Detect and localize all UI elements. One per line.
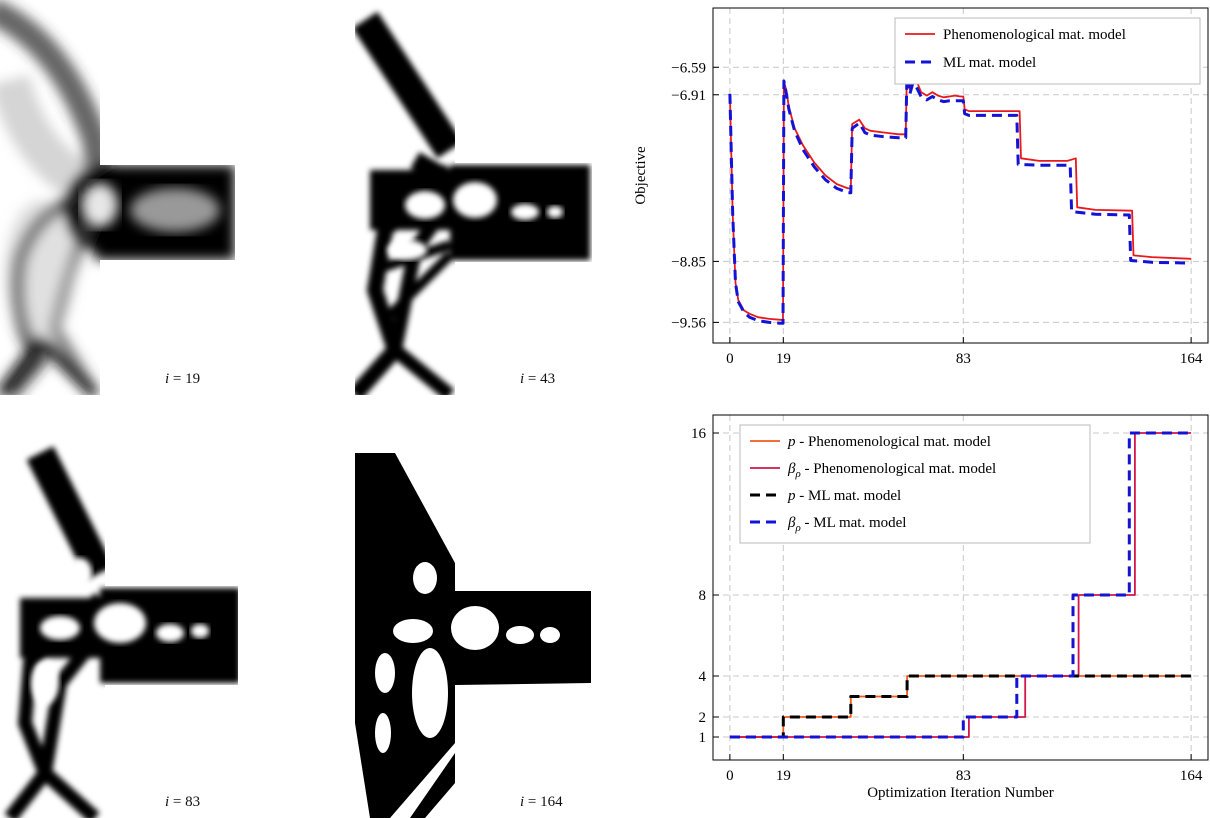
series-line-0 [729,675,1192,738]
y-tick-label-3: −9.56 [671,315,706,331]
y-tick-label-4: 16 [691,426,707,442]
topology-image-1 [0,0,240,395]
y-tick-label-2: 4 [699,669,707,685]
charts-area: 0 19 83 164−6.59−6.91−8.85−9.56ObjectivePhe… [633,7,1209,801]
series-line-1 [729,432,1192,738]
topology-panel-4: i = 164 [355,423,595,818]
x-tick-label-0: 0 [726,351,734,367]
topology-panel-2: i = 43 [355,0,595,395]
panel-label-2: i = 43 [520,371,556,387]
topology-snapshots: i = 19 i = 43 [0,0,600,818]
legend-entry-0: p - Phenomenological mat. model [787,434,991,450]
legend-entry-1: βρ - Phenomenological mat. model [787,461,996,480]
series-line-1 [728,66,1192,325]
x-tick-label-2: 83 [956,351,971,367]
y-axis-label: Objective [633,146,649,205]
topology-panel-3: i = 83 [0,423,240,818]
panel-label-4: i = 164 [520,794,563,810]
y-tick-label-1: −6.91 [671,88,706,104]
x-tick-label-3: 164 [1180,768,1203,784]
legend-entry-2: p - ML mat. model [787,488,901,504]
series-line-2 [729,674,1192,739]
series-line-3 [729,431,1192,739]
y-tick-label-0: −6.59 [671,60,706,76]
x-tick-label-0: 0 [726,768,734,784]
legend-box [739,424,1091,544]
y-tick-label-1: 2 [699,710,707,726]
plot-frame [712,414,1209,761]
y-tick-label-3: 8 [699,588,707,604]
x-axis-label: Optimization Iteration Number [867,785,1054,801]
x-tick-label-1: 19 [776,768,791,784]
legend-box [894,17,1201,85]
x-tick-label-1: 19 [776,351,791,367]
panel-label-3: i = 83 [165,794,201,810]
panel-label-1: i = 19 [165,371,201,387]
topology-image-4 [355,453,591,818]
parameters-chart: 0 19 83 164 1 2 4 8 16 Optimization Iteration Num… [691,414,1209,801]
x-tick-label-3: 164 [1180,351,1203,367]
legend-entry-3: βρ - ML mat. model [787,515,906,534]
plot-frame [712,7,1209,344]
objective-chart: 0 19 83 164 −6.59 −6.91 −8.85 −9.56 Objective Phe… [633,7,1209,367]
legend-entry-1: ML mat. model [943,55,1036,71]
topology-image-2 [355,0,595,395]
topology-panel-1: i = 19 [0,0,240,395]
x-tick-label-2: 83 [956,768,971,784]
y-tick-label-0: 1 [699,730,707,746]
y-tick-label-2: −8.85 [671,254,706,270]
topology-image-3 [4,423,240,818]
legend-entry-0: Phenomenological mat. model [943,27,1126,43]
